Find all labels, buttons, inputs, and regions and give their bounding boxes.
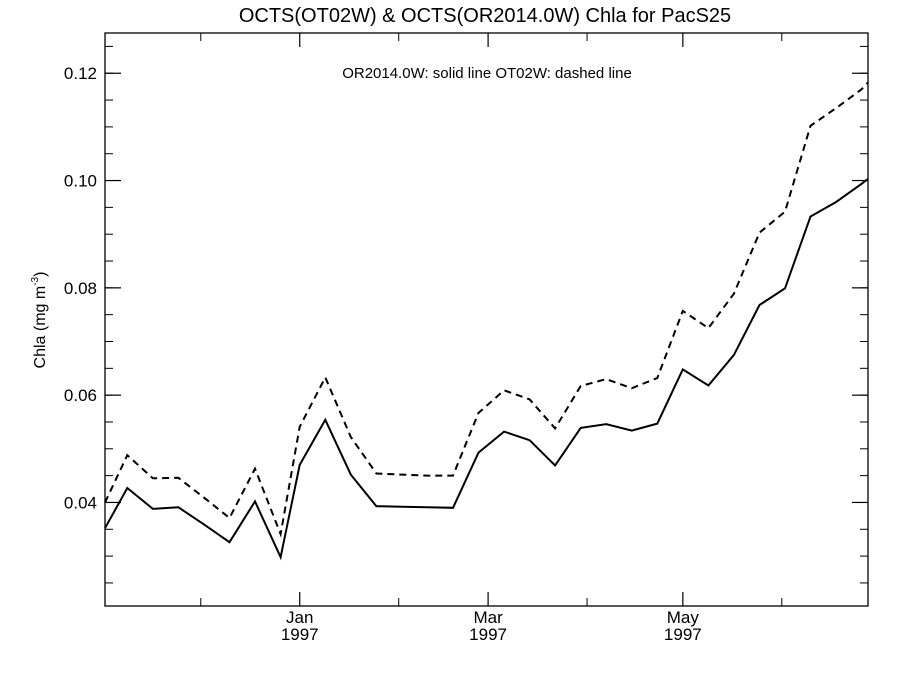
plot-frame — [104, 32, 869, 607]
y-axis-label-close: ) — [32, 272, 49, 277]
y-axis-tick-labels: 0.04 0.06 0.08 0.10 0.12 — [64, 64, 97, 512]
x-tick-label-year: 1997 — [281, 625, 319, 644]
axis-ticks — [105, 33, 868, 606]
x-tick-label-year: 1997 — [469, 625, 507, 644]
x-tick-label-month: Mar — [473, 608, 503, 627]
y-axis-label-superscript: -3 — [30, 276, 41, 285]
y-tick-label: 0.10 — [64, 172, 97, 191]
y-tick-label: 0.12 — [64, 64, 97, 83]
x-tick-label-month: May — [667, 608, 700, 627]
y-tick-label: 0.04 — [64, 493, 97, 512]
line-style-annotation: OR2014.0W: solid line OT02W: dashed line — [342, 65, 632, 82]
series-line-ot02w — [104, 81, 869, 538]
series-line-or2014-0w — [104, 178, 869, 561]
y-tick-label: 0.08 — [64, 279, 97, 298]
series-layer — [104, 81, 869, 561]
y-axis-label: Chla (mg m-3) — [30, 272, 49, 369]
chart-title: OCTS(OT02W) & OCTS(OR2014.0W) Chla for P… — [239, 5, 731, 27]
y-tick-label: 0.06 — [64, 386, 97, 405]
y-axis-label-main: Chla (mg m — [32, 286, 49, 369]
x-tick-label-month: Jan — [286, 608, 313, 627]
x-tick-label-year: 1997 — [664, 625, 702, 644]
